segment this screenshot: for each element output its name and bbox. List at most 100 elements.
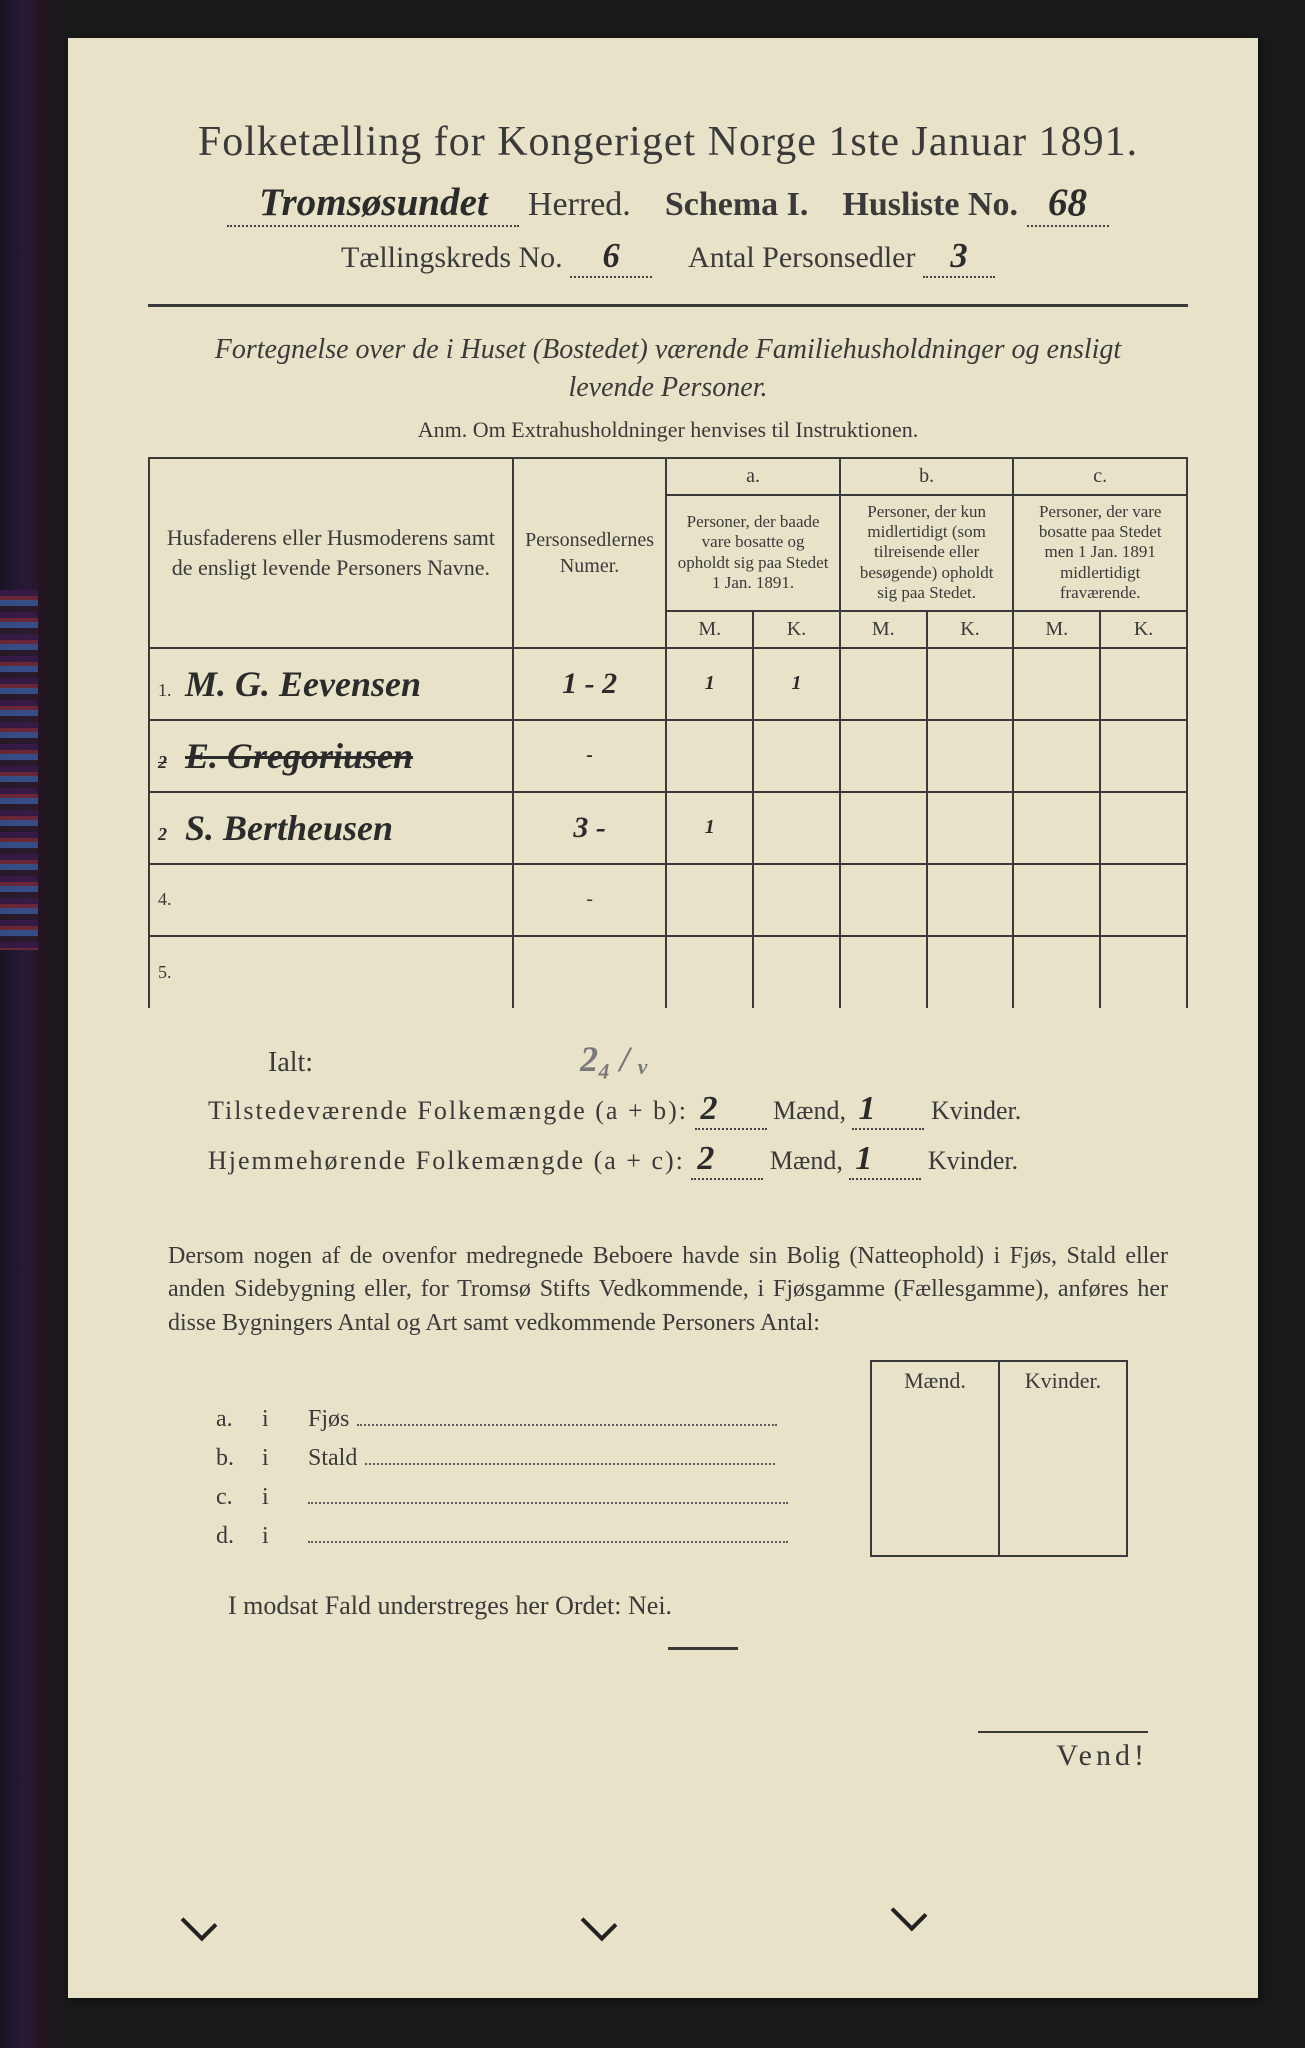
binding-spine	[0, 0, 68, 2048]
row-sedler: -	[513, 864, 667, 936]
table-row: 4. -	[149, 864, 1187, 936]
ac-kvinder: 1	[855, 1140, 872, 1177]
table-row: 2 E. Gregoriusen -	[149, 720, 1187, 792]
kreds-label: Tællingskreds No.	[341, 241, 563, 274]
fjos-maend-header: Mænd.	[871, 1361, 999, 1400]
cM	[1013, 864, 1100, 936]
col-c-label: c.	[1013, 458, 1187, 495]
tick-icon	[891, 1895, 928, 1932]
page-title: Folketælling for Kongeriget Norge 1ste J…	[148, 118, 1188, 166]
fjos-i: i	[254, 1439, 300, 1478]
bM	[840, 936, 927, 1008]
schema-label: Schema I.	[665, 186, 809, 223]
row-sedler: -	[513, 720, 667, 792]
sum-ab-label: Tilstedeværende Folkemængde (a + b):	[208, 1096, 688, 1125]
ab-maend: 2	[701, 1090, 718, 1127]
bK	[927, 864, 1014, 936]
maend-label-2: Mænd,	[770, 1146, 843, 1175]
maend-label: Mænd,	[773, 1096, 846, 1125]
aK	[753, 792, 840, 864]
kvinder-label: Kvinder.	[931, 1096, 1021, 1125]
bM	[840, 864, 927, 936]
nei-line: I modsat Fald understreges her Ordet: Ne…	[228, 1591, 1188, 1651]
a-K: K.	[753, 611, 840, 648]
sum-ac: Hjemmehørende Folkemængde (a + c): 2 Mæn…	[208, 1140, 1188, 1180]
aM	[666, 936, 753, 1008]
ac-maend: 2	[697, 1140, 714, 1177]
c-M: M.	[1013, 611, 1100, 648]
cM	[1013, 792, 1100, 864]
row-name: M. G. Eevensen	[185, 664, 421, 704]
fjos-kvinder-header: Kvinder.	[999, 1361, 1127, 1400]
anm-note: Anm. Om Extrahusholdninger henvises til …	[148, 417, 1188, 443]
bK	[927, 936, 1014, 1008]
bM	[840, 720, 927, 792]
aK	[753, 864, 840, 936]
table-header-top: Husfaderens eller Husmoderens samt de en…	[149, 458, 1187, 495]
aK	[753, 720, 840, 792]
fjos-header: Mænd. Kvinder.	[208, 1361, 1127, 1400]
husliste-label: Husliste No.	[842, 186, 1018, 223]
faint-pencil-note: 2₄ / ᵥ	[580, 1039, 648, 1079]
fjos-row: d. i	[208, 1517, 1127, 1556]
table-row: 2 S. Bertheusen 3 - 1	[149, 792, 1187, 864]
row-sedler: 1 - 2	[513, 648, 667, 720]
fjos-label: Fjøs	[308, 1406, 349, 1432]
row-num: 2	[158, 752, 180, 773]
fjos-row: b. i Stald	[208, 1439, 1127, 1478]
col-c-text: Personer, der vare bosatte paa Stedet me…	[1013, 495, 1187, 611]
b-K: K.	[927, 611, 1014, 648]
row-num: 1.	[158, 680, 180, 701]
row-name: S. Bertheusen	[185, 808, 393, 848]
row-sedler	[513, 936, 667, 1008]
row-sedler: 3 -	[513, 792, 667, 864]
fjos-m	[871, 1439, 999, 1478]
description: Fortegnelse over de i Huset (Bostedet) v…	[148, 331, 1188, 407]
bK	[927, 648, 1014, 720]
col-num-header: Personsedlernes Numer.	[513, 458, 667, 648]
ab-kvinder: 1	[858, 1090, 875, 1127]
cK	[1100, 648, 1187, 720]
aM	[666, 720, 753, 792]
cM	[1013, 648, 1100, 720]
kreds-no: 6	[570, 237, 652, 278]
bM	[840, 648, 927, 720]
aM: 1	[666, 792, 753, 864]
fjos-row: c. i	[208, 1478, 1127, 1517]
fjos-k	[999, 1439, 1127, 1478]
kvinder-label-2: Kvinder.	[928, 1146, 1018, 1175]
fjos-k	[999, 1400, 1127, 1439]
fjos-k	[999, 1517, 1127, 1556]
row-num: 2	[158, 824, 180, 845]
binding-threads	[0, 590, 38, 950]
ialt-text: Ialt:	[268, 1047, 313, 1078]
row-num: 4.	[158, 889, 180, 910]
bM	[840, 792, 927, 864]
fjos-i: i	[254, 1517, 300, 1556]
aK: 1	[753, 648, 840, 720]
desc-line1: Fortegnelse over de i Huset (Bostedet) v…	[215, 334, 1121, 365]
fjos-a: d.	[208, 1517, 254, 1556]
header-line-2: Tromsøsundet Herred. Schema I. Husliste …	[148, 180, 1188, 227]
fjos-i: i	[254, 1478, 300, 1517]
fjos-row: a. i Fjøs	[208, 1400, 1127, 1439]
cK	[1100, 936, 1187, 1008]
col-name-header: Husfaderens eller Husmoderens samt de en…	[149, 458, 513, 648]
aM: 1	[666, 648, 753, 720]
bK	[927, 792, 1014, 864]
rule-top	[148, 304, 1188, 307]
col-b-text: Personer, der kun midlertidigt (som tilr…	[840, 495, 1014, 611]
sum-ab: Tilstedeværende Folkemængde (a + b): 2 M…	[208, 1090, 1188, 1130]
cM	[1013, 936, 1100, 1008]
b-M: M.	[840, 611, 927, 648]
header-line-3: Tællingskreds No. 6 Antal Personsedler 3	[148, 237, 1188, 278]
fjos-m	[871, 1478, 999, 1517]
antal-label: Antal Personsedler	[688, 241, 915, 274]
vend-label: Vend!	[978, 1731, 1148, 1773]
herred-handwritten: Tromsøsundet	[227, 180, 519, 227]
fjos-m	[871, 1400, 999, 1439]
desc-line2: levende Personer.	[568, 372, 767, 403]
col-b-label: b.	[840, 458, 1014, 495]
table-row: 5.	[149, 936, 1187, 1008]
census-form-page: Folketælling for Kongeriget Norge 1ste J…	[68, 38, 1258, 1998]
